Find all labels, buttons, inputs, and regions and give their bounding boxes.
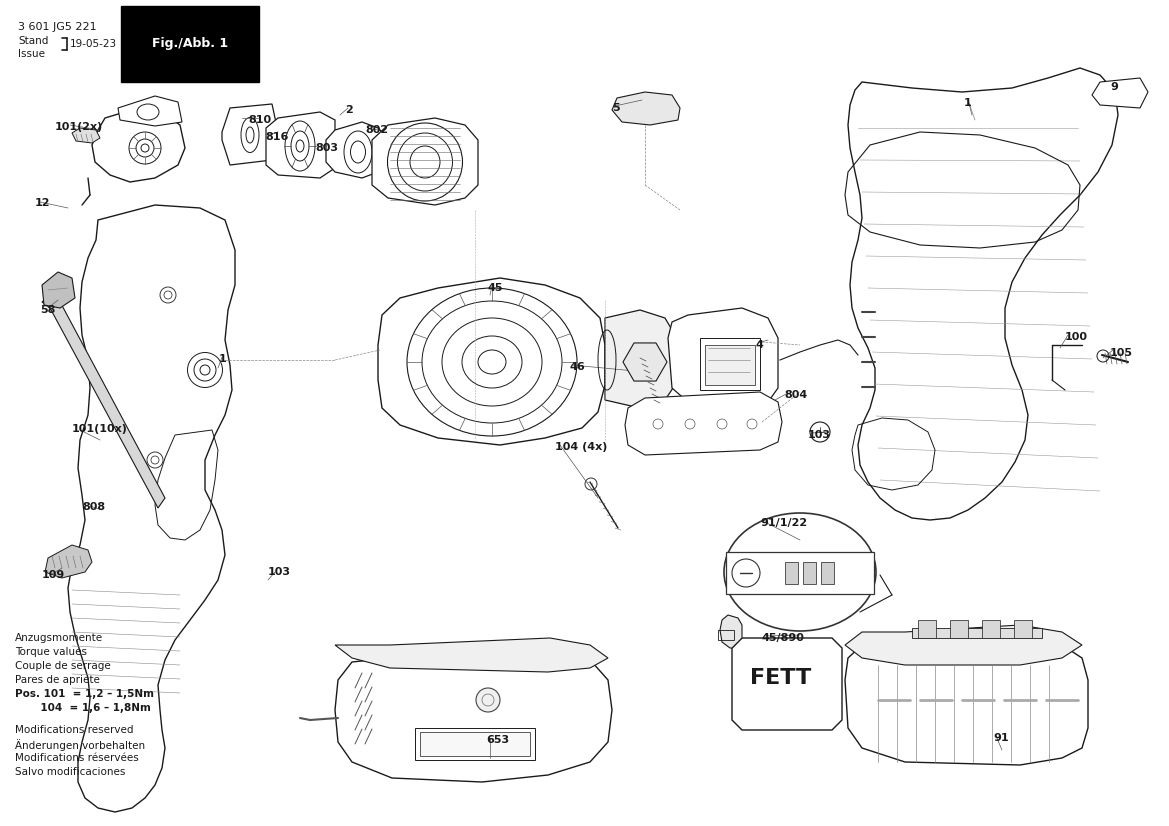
Text: Modifications réservées: Modifications réservées (15, 753, 139, 763)
Polygon shape (378, 278, 606, 445)
Text: 109: 109 (42, 570, 65, 580)
Text: 12: 12 (35, 198, 50, 208)
Polygon shape (267, 112, 336, 178)
Text: 101(2x): 101(2x) (55, 122, 103, 132)
Polygon shape (222, 104, 278, 165)
Text: Torque values: Torque values (15, 647, 87, 657)
Text: 802: 802 (365, 125, 388, 135)
Polygon shape (1092, 78, 1148, 108)
Bar (705, 345, 755, 385)
Polygon shape (118, 96, 182, 126)
Text: 810: 810 (248, 115, 271, 125)
Polygon shape (845, 625, 1082, 665)
Text: 104  = 1,6 – 1,8Nm: 104 = 1,6 – 1,8Nm (15, 703, 151, 713)
Polygon shape (720, 615, 742, 648)
Bar (950, 620, 968, 638)
Text: FETT: FETT (750, 668, 811, 688)
Bar (1014, 620, 1032, 638)
Text: Anzugsmomente: Anzugsmomente (15, 633, 103, 643)
Bar (982, 620, 999, 638)
Text: 46: 46 (569, 362, 584, 372)
Bar (726, 552, 874, 594)
Polygon shape (667, 308, 779, 408)
Polygon shape (42, 272, 75, 308)
Text: 45: 45 (487, 283, 504, 293)
Bar (420, 732, 530, 756)
Text: 45/890: 45/890 (762, 633, 805, 643)
Text: Stand: Stand (18, 36, 48, 46)
Text: 816: 816 (265, 132, 289, 142)
Text: 100: 100 (1065, 332, 1088, 342)
Bar (821, 562, 833, 584)
Text: 103: 103 (268, 567, 291, 577)
Polygon shape (44, 545, 92, 578)
Text: 653: 653 (486, 735, 510, 745)
Text: 4: 4 (755, 340, 763, 350)
Polygon shape (326, 122, 388, 178)
Circle shape (476, 688, 500, 712)
Bar (786, 562, 798, 584)
Polygon shape (625, 392, 782, 455)
Polygon shape (848, 68, 1118, 520)
Text: Issue: Issue (18, 49, 44, 59)
Polygon shape (732, 638, 842, 730)
Text: 104 (4x): 104 (4x) (555, 442, 608, 452)
Text: 5: 5 (613, 103, 620, 113)
Polygon shape (845, 638, 1088, 765)
Text: 808: 808 (82, 502, 105, 512)
Text: Pares de apriete: Pares de apriete (15, 675, 99, 685)
Text: 3 601 JG5 221: 3 601 JG5 221 (18, 22, 97, 32)
Text: Pos. 101  = 1,2 – 1,5Nm: Pos. 101 = 1,2 – 1,5Nm (15, 689, 154, 699)
Text: 101(10x): 101(10x) (72, 424, 127, 434)
Bar (912, 628, 1042, 638)
Bar (918, 620, 936, 638)
Polygon shape (372, 118, 478, 205)
Polygon shape (68, 205, 235, 812)
Bar (700, 338, 760, 390)
Polygon shape (42, 295, 165, 508)
Text: 103: 103 (808, 430, 831, 440)
Text: 58: 58 (40, 305, 55, 315)
Polygon shape (606, 310, 678, 408)
Text: Fig./Abb. 1: Fig./Abb. 1 (152, 37, 228, 50)
Text: Änderungen vorbehalten: Änderungen vorbehalten (15, 739, 145, 751)
Polygon shape (623, 343, 667, 381)
Text: 105: 105 (1111, 348, 1133, 358)
Text: 803: 803 (314, 143, 338, 153)
Text: 2: 2 (345, 105, 353, 115)
Bar (803, 562, 816, 584)
Text: 91: 91 (992, 733, 1009, 743)
Text: 1: 1 (219, 354, 227, 364)
Text: 9: 9 (1111, 82, 1118, 92)
Bar (718, 630, 734, 640)
Text: 91/1/22: 91/1/22 (760, 518, 807, 528)
Text: 804: 804 (784, 390, 808, 400)
Polygon shape (336, 645, 613, 782)
Text: Salvo modificaciones: Salvo modificaciones (15, 767, 125, 777)
Polygon shape (92, 108, 185, 182)
Polygon shape (72, 128, 101, 143)
Polygon shape (613, 92, 680, 125)
Text: 1: 1 (964, 98, 971, 108)
Text: 19-05-23: 19-05-23 (70, 39, 117, 49)
Bar (415, 728, 535, 760)
Polygon shape (336, 638, 608, 672)
Text: Couple de serrage: Couple de serrage (15, 661, 111, 671)
Text: Modifications reserved: Modifications reserved (15, 725, 133, 735)
